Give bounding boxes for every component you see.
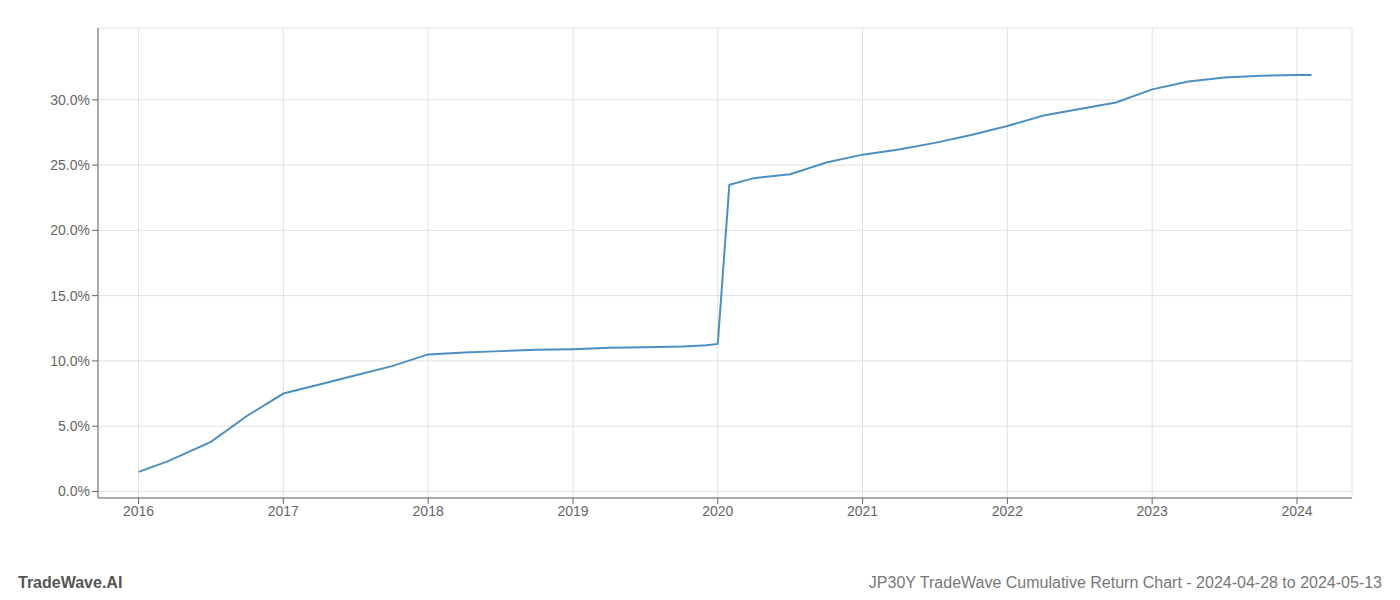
html-text:JP30Y TradeWave Cumulative Ret: JP30Y TradeWave Cumulative Return Chart … (868, 574, 1382, 591)
svg-text:2016: 2016 (123, 503, 154, 519)
svg-text:25.0%: 25.0% (50, 157, 90, 173)
svg-text:2019: 2019 (557, 503, 588, 519)
svg-text:2020: 2020 (702, 503, 733, 519)
svg-text:2022: 2022 (992, 503, 1023, 519)
svg-text:5.0%: 5.0% (58, 418, 90, 434)
svg-text:15.0%: 15.0% (50, 288, 90, 304)
svg-text:2024: 2024 (1281, 503, 1312, 519)
svg-text:20.0%: 20.0% (50, 222, 90, 238)
svg-text:2023: 2023 (1137, 503, 1168, 519)
svg-text:10.0%: 10.0% (50, 353, 90, 369)
svg-text:0.0%: 0.0% (58, 483, 90, 499)
svg-text:2018: 2018 (413, 503, 444, 519)
svg-text:2021: 2021 (847, 503, 878, 519)
svg-text:2017: 2017 (268, 503, 299, 519)
html-text:TradeWave.AI: TradeWave.AI (18, 574, 123, 591)
svg-text:30.0%: 30.0% (50, 92, 90, 108)
